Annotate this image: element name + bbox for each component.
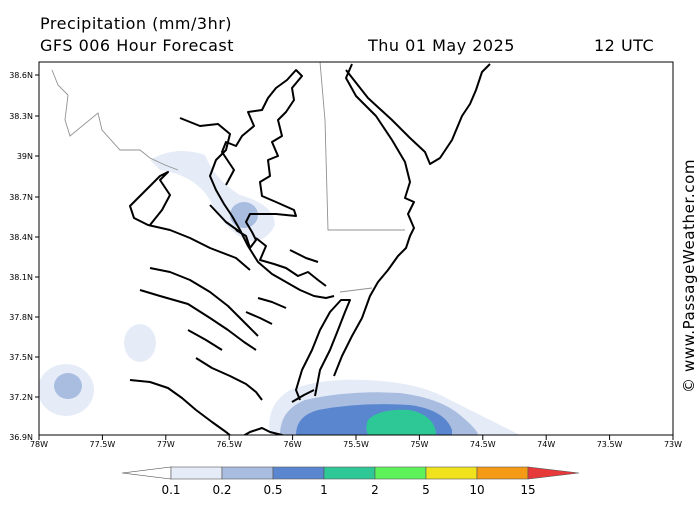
lon-label: 78W — [30, 440, 48, 449]
legend-label: 1 — [320, 483, 328, 497]
forecast-date: Thu 01 May 2025 — [368, 36, 515, 55]
legend-label: 0.1 — [161, 483, 180, 497]
lon-label: 74.5W — [470, 440, 496, 449]
latitude-labels: 38.6N 38.3N 39N 38.7N 38.4N 38.1N 37.8N 37.5N 37… — [9, 71, 39, 442]
legend-swatch — [425, 466, 478, 480]
legend-swatch — [121, 466, 172, 480]
lon-label: 74W — [537, 440, 555, 449]
lat-label: 37.2N — [9, 393, 33, 402]
legend-label: 15 — [520, 483, 535, 497]
legend-label: 5 — [422, 483, 430, 497]
lon-label: 76W — [284, 440, 302, 449]
lon-label: 77.5W — [90, 440, 116, 449]
lon-label: 73W — [664, 440, 682, 449]
lon-label: 76.5W — [216, 440, 242, 449]
legend-swatch — [272, 466, 325, 480]
map-area — [39, 62, 673, 435]
lat-label: 38.4N — [9, 233, 33, 242]
legend-swatch — [221, 466, 274, 480]
lat-label: 38.1N — [9, 273, 33, 282]
legend-label: 2 — [371, 483, 379, 497]
lat-label: 38.3N — [9, 112, 33, 121]
precip-field — [39, 151, 520, 435]
legend-swatch — [323, 466, 376, 480]
lat-label: 37.8N — [9, 313, 33, 322]
legend-swatch — [476, 466, 529, 480]
lon-label: 75.5W — [343, 440, 369, 449]
lat-label: 38.6N — [9, 71, 33, 80]
lon-label: 73.5W — [597, 440, 623, 449]
lat-label: 37.5N — [9, 353, 33, 362]
legend-label: 10 — [469, 483, 484, 497]
coastline — [129, 63, 491, 435]
legend-swatch — [170, 466, 223, 480]
legend-label: 0.5 — [263, 483, 282, 497]
forecast-model: GFS 006 Hour Forecast — [40, 36, 235, 55]
lat-label: 39N — [17, 152, 33, 161]
legend-label: 0.2 — [212, 483, 231, 497]
lon-label: 75W — [410, 440, 428, 449]
state-borders — [51, 62, 405, 293]
legend-swatch — [374, 466, 427, 480]
legend-swatch — [527, 466, 580, 480]
lon-label: 77W — [157, 440, 175, 449]
longitude-labels: 78W 77.5W 77W 76.5W 76W 75.5W 75W 74.5W 74W 73.5W… — [30, 435, 682, 449]
map-title: Precipitation (mm/3hr) — [40, 14, 233, 33]
lat-label: 38.7N — [9, 193, 33, 202]
precip-legend: 0.1 0.2 0.5 1 2 5 10 15 — [121, 466, 580, 497]
lat-label: 36.9N — [9, 433, 33, 442]
forecast-hour: 12 UTC — [594, 36, 655, 55]
